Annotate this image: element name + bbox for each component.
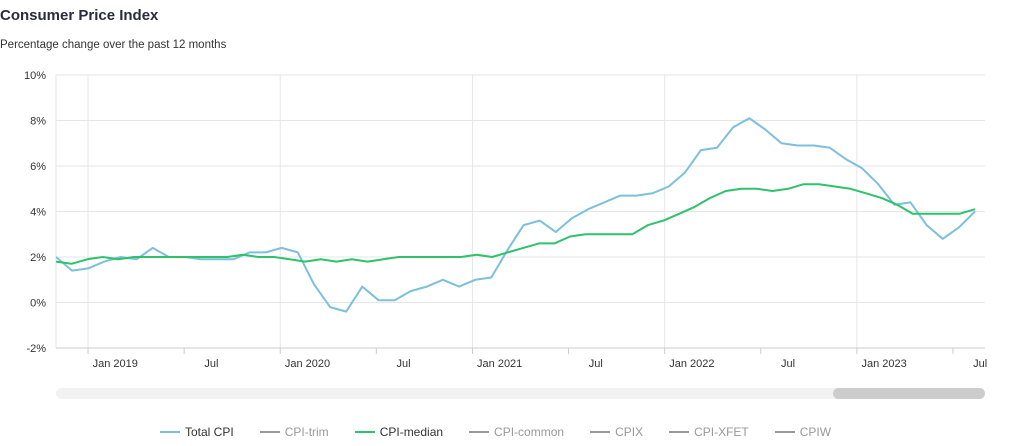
x-tick-label: Jan 2022 bbox=[669, 358, 714, 370]
x-tick-label: Jan 2021 bbox=[477, 358, 522, 370]
legend-swatch bbox=[590, 431, 611, 433]
y-tick-label: 10% bbox=[24, 70, 46, 82]
legend-item-total-cpi[interactable]: Total CPI bbox=[160, 425, 234, 439]
series-line-cpi-median bbox=[55, 183, 976, 265]
x-tick-label: Jul bbox=[397, 358, 411, 370]
legend-swatch bbox=[469, 431, 490, 433]
legend-label: Total CPI bbox=[185, 425, 234, 439]
legend-swatch bbox=[160, 431, 180, 433]
y-tick-label: 2% bbox=[30, 252, 46, 264]
legend-item-cpiw[interactable]: CPIW bbox=[774, 425, 832, 439]
x-tick-label: Jul bbox=[204, 358, 218, 370]
x-tick-label: Jan 2020 bbox=[285, 358, 330, 370]
x-tick-label: Jan 2023 bbox=[861, 358, 906, 370]
chart-subtitle: Percentage change over the past 12 month… bbox=[0, 39, 227, 51]
chart-legend: Total CPI CPI-trim CPI-median CPI-common CPI… bbox=[160, 424, 857, 440]
legend-swatch bbox=[774, 431, 795, 433]
legend-item-cpix[interactable]: CPIX bbox=[590, 425, 643, 439]
legend-swatch bbox=[354, 431, 375, 433]
y-tick-label: 6% bbox=[30, 161, 46, 173]
x-tick-label: Jan 2019 bbox=[93, 358, 138, 370]
series-line-total-cpi bbox=[55, 117, 976, 313]
y-tick-label: -2% bbox=[26, 343, 46, 355]
chart-title: Consumer Price Index bbox=[0, 7, 159, 24]
legend-swatch bbox=[669, 431, 690, 433]
x-tick-label: Jul bbox=[589, 358, 603, 370]
legend-label: CPI-common bbox=[494, 425, 565, 439]
x-tick-label: Jul bbox=[781, 358, 795, 370]
legend-label: CPIX bbox=[615, 425, 644, 439]
legend-label: CPI-XFET bbox=[694, 425, 749, 439]
legend-item-cpi-xfet[interactable]: CPI-XFET bbox=[669, 425, 749, 439]
y-tick-label: 4% bbox=[30, 207, 46, 219]
x-tick-label: Jul bbox=[973, 358, 987, 370]
legend-item-cpi-common[interactable]: CPI-common bbox=[469, 425, 564, 439]
legend-item-cpi-trim[interactable]: CPI-trim bbox=[259, 425, 329, 439]
legend-label: CPIW bbox=[799, 425, 832, 439]
y-tick-label: 0% bbox=[30, 298, 46, 310]
y-tick-label: 8% bbox=[30, 116, 46, 128]
legend-label: CPI-median bbox=[379, 425, 444, 439]
legend-label: CPI-trim bbox=[284, 425, 329, 439]
legend-swatch bbox=[259, 431, 280, 433]
legend-item-cpi-median[interactable]: CPI-median bbox=[354, 425, 444, 439]
scrollbar-thumb[interactable] bbox=[833, 388, 985, 399]
chart-navigator-scrollbar[interactable] bbox=[56, 388, 985, 399]
